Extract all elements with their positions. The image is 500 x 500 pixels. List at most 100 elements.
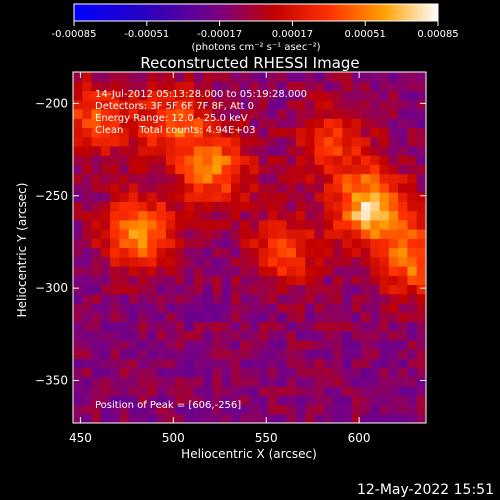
heatmap-cell (230, 293, 241, 304)
heatmap-cell (268, 238, 278, 249)
heatmap-cell (91, 275, 102, 286)
heatmap-cell (165, 358, 176, 369)
heatmap-cell (333, 72, 343, 82)
heatmap-cell (82, 201, 93, 212)
heatmap-cell (73, 376, 83, 387)
heatmap-cell (416, 376, 426, 387)
heatmap-cell (398, 395, 409, 406)
heatmap-cell (314, 127, 325, 138)
heatmap-cell (240, 265, 251, 276)
heatmap-cell (407, 238, 418, 249)
heatmap-cell (240, 302, 251, 313)
axis-ticks: 450 500 550 600 −200 −250 −300 −350 (35, 72, 426, 445)
heatmap-cell (82, 108, 93, 119)
heatmap-cell (295, 367, 306, 378)
heatmap-cell (147, 145, 158, 156)
heatmap-cell (193, 395, 204, 406)
heatmap-cell (379, 376, 390, 387)
heatmap-cell (175, 219, 186, 230)
heatmap-cell (82, 182, 93, 193)
heatmap-cell (165, 145, 176, 156)
heatmap-cell (193, 164, 204, 175)
heatmap-cell (416, 349, 426, 359)
heatmap-cell (398, 173, 409, 184)
heatmap-cell (165, 81, 176, 92)
heatmap-cell (156, 265, 167, 276)
heatmap-cell (268, 72, 278, 82)
heatmap-cell (314, 201, 325, 212)
heatmap-cell (184, 321, 195, 332)
heatmap-cell (184, 118, 195, 129)
heatmap-cell (230, 284, 241, 295)
heatmap-cell (295, 256, 306, 267)
heatmap-cell (342, 238, 353, 249)
heatmap-cell (110, 219, 121, 230)
heatmap-cell (416, 293, 426, 304)
heatmap-cell (407, 219, 418, 230)
heatmap-cell (110, 330, 121, 341)
heatmap-cell (119, 229, 130, 239)
heatmap-cell (258, 358, 269, 369)
heatmap-cell (221, 155, 232, 165)
heatmap-cell (156, 210, 167, 221)
heatmap-cell (73, 413, 83, 423)
heatmap-cell (268, 99, 278, 110)
heatmap-cell (379, 330, 390, 341)
heatmap-cell (193, 349, 204, 359)
heatmap-cell (100, 192, 111, 202)
heatmap-cell (342, 413, 353, 423)
heatmap-cell (360, 173, 371, 184)
heatmap-cell (165, 192, 176, 202)
heatmap-cell (240, 238, 251, 249)
heatmap-cell (147, 90, 158, 101)
heatmap-cell (73, 164, 83, 175)
heatmap-cell (323, 247, 334, 258)
heatmap-cell (100, 99, 111, 110)
heatmap-cell (82, 293, 93, 304)
heatmap-cell (333, 404, 343, 415)
heatmap-cell (193, 404, 204, 415)
heatmap-cell (110, 136, 121, 147)
heatmap-cell (258, 145, 269, 156)
heatmap-cell (407, 182, 418, 193)
heatmap-cell (91, 201, 102, 212)
heatmap-cell (184, 339, 195, 350)
heatmap-cell (249, 395, 260, 406)
heatmap-cell (91, 312, 102, 322)
heatmap-cell (240, 72, 251, 82)
heatmap-cell (277, 293, 288, 304)
heatmap-cell (91, 293, 102, 304)
heatmap-cell (407, 164, 418, 175)
heatmap-cell (184, 210, 195, 221)
heatmap-cell (193, 275, 204, 286)
heatmap-cell (128, 81, 139, 92)
heatmap-cell (333, 219, 343, 230)
heatmap-cell (156, 386, 167, 396)
heatmap-cell (286, 99, 297, 110)
heatmap-cell (203, 173, 213, 184)
heatmap-cell (203, 395, 213, 406)
heatmap-cell (193, 72, 204, 82)
heatmap-cell (110, 302, 121, 313)
heatmap-cell (398, 136, 409, 147)
heatmap-cell (147, 330, 158, 341)
heatmap-cell (268, 284, 278, 295)
heatmap-cell (268, 247, 278, 258)
heatmap-cell (128, 321, 139, 332)
heatmap-cell (323, 339, 334, 350)
heatmap-cell (240, 108, 251, 119)
heatmap-cell (165, 219, 176, 230)
heatmap-cell (138, 413, 148, 423)
heatmap-cell (73, 192, 83, 202)
heatmap-cell (295, 164, 306, 175)
heatmap-cell (110, 404, 121, 415)
heatmap-cell (360, 275, 371, 286)
heatmap-cell (342, 247, 353, 258)
heatmap-cell (175, 358, 186, 369)
heatmap-cell (82, 229, 93, 239)
heatmap-cell (175, 321, 186, 332)
heatmap-cell (230, 164, 241, 175)
heatmap-cell (73, 99, 83, 110)
heatmap-cell (175, 201, 186, 212)
heatmap-cell (193, 210, 204, 221)
